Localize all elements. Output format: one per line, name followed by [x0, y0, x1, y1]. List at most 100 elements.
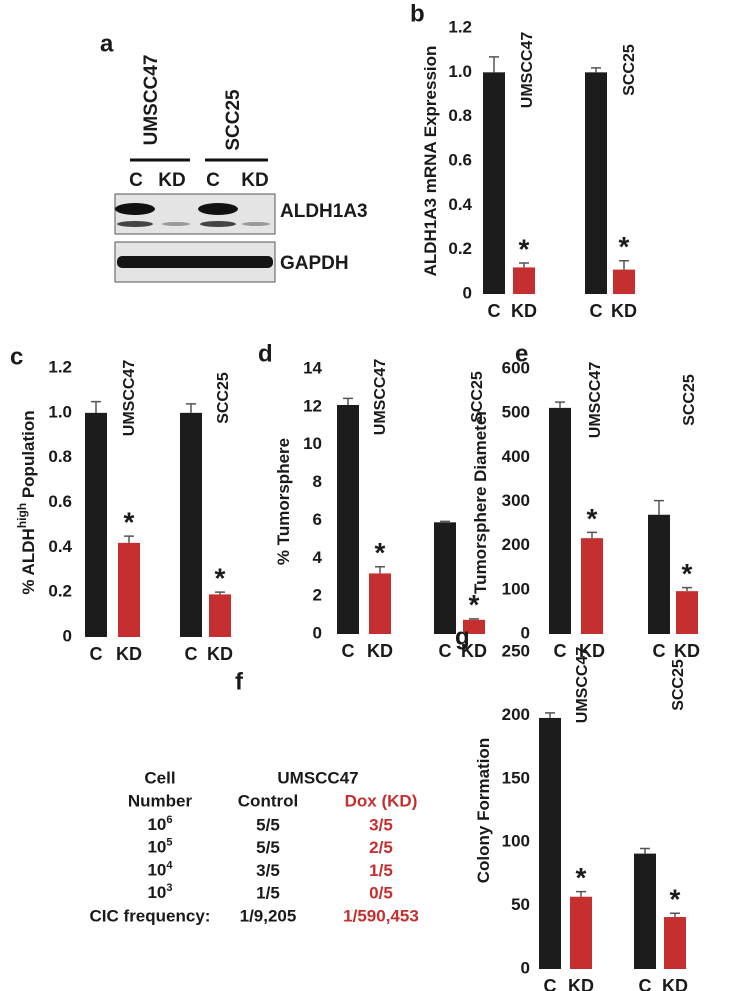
- x-tick-label: KD: [511, 301, 537, 321]
- group-label: SCC25: [223, 89, 244, 151]
- y-tick-label: 400: [502, 447, 530, 466]
- group-label: SCC25: [215, 372, 232, 424]
- group-label: SCC25: [469, 371, 486, 423]
- bar: [369, 573, 391, 634]
- band-label: GAPDH: [280, 253, 349, 274]
- x-tick-label: C: [590, 301, 603, 321]
- control-value: 1/9,205: [240, 906, 297, 925]
- error-bar: [343, 397, 353, 405]
- control-value: 5/5: [256, 815, 280, 834]
- y-tick-label: 6: [313, 510, 322, 529]
- power-base: 10: [147, 884, 166, 903]
- y-tick-label: 150: [502, 768, 530, 787]
- y-axis-label-part: high: [15, 503, 29, 528]
- x-tick-label: KD: [674, 641, 700, 661]
- y-tick-label: 0: [463, 283, 472, 302]
- x-tick-label: C: [639, 976, 652, 991]
- group-label: UMSCC47: [372, 359, 389, 436]
- error-bar: [654, 499, 664, 515]
- band-label: ALDH1A3: [280, 201, 368, 222]
- y-tick-label: 0: [63, 626, 72, 645]
- y-tick-label: 0.2: [48, 582, 72, 601]
- bar: [613, 269, 635, 294]
- power-base: 10: [147, 838, 166, 857]
- x-tick-label: C: [439, 641, 452, 661]
- panel-letter: b: [410, 0, 425, 27]
- band: [162, 222, 190, 226]
- panel-letter: f: [235, 668, 244, 695]
- error-bar: [519, 262, 529, 268]
- group-label: UMSCC47: [574, 647, 591, 724]
- error-bar: [469, 618, 479, 620]
- error-bar: [215, 591, 225, 595]
- y-axis-label: Tumorsphere Diameter: [471, 409, 490, 594]
- y-tick-label: 300: [502, 491, 530, 510]
- bar: [513, 267, 535, 294]
- bar: [676, 591, 698, 634]
- y-tick-label: 14: [303, 358, 322, 377]
- x-tick-label: KD: [461, 641, 487, 661]
- lane-label: C: [129, 170, 143, 191]
- bar: [434, 522, 456, 634]
- error-bar: [587, 531, 597, 539]
- y-tick-label: 4: [313, 548, 323, 567]
- row-label: 103: [147, 882, 172, 903]
- significance-star: *: [469, 589, 480, 620]
- significance-star: *: [519, 233, 530, 264]
- error-bar: [619, 260, 629, 270]
- lane-label: C: [206, 170, 220, 191]
- y-tick-label: 8: [313, 472, 322, 491]
- control-value: 1/5: [256, 884, 280, 903]
- panel-letter: g: [455, 623, 470, 650]
- control-value: 3/5: [256, 861, 280, 880]
- band: [117, 256, 273, 268]
- y-tick-label: 100: [502, 832, 530, 851]
- y-tick-label: 600: [502, 358, 530, 377]
- power-base: 10: [147, 861, 166, 880]
- x-tick-label: KD: [611, 301, 637, 321]
- y-axis-label-part: % Tumorsphere: [274, 438, 293, 565]
- bar: [581, 538, 603, 634]
- y-tick-label: 200: [502, 535, 530, 554]
- band: [198, 203, 238, 215]
- y-tick-label: 100: [502, 579, 530, 598]
- y-tick-label: 0: [521, 623, 530, 642]
- x-tick-label: C: [488, 301, 501, 321]
- x-tick-label: C: [342, 641, 355, 661]
- panel-letter: a: [100, 30, 114, 57]
- power-exponent: 6: [166, 814, 172, 826]
- y-axis-label: % Tumorsphere: [274, 438, 293, 565]
- error-bar: [682, 586, 692, 592]
- error-bar: [375, 566, 385, 574]
- error-bar: [576, 890, 586, 897]
- y-tick-label: 1.0: [48, 402, 72, 421]
- x-tick-label: C: [653, 641, 666, 661]
- lane-label: KD: [158, 170, 185, 191]
- header-number: Number: [128, 791, 193, 810]
- power-exponent: 5: [166, 837, 172, 849]
- y-tick-label: 0.6: [448, 150, 472, 169]
- y-axis-label-part: Population: [19, 410, 38, 503]
- error-bar: [489, 56, 499, 73]
- significance-star: *: [215, 563, 226, 594]
- y-tick-label: 1.2: [48, 357, 72, 376]
- dox-value: 2/5: [369, 838, 393, 857]
- band: [242, 222, 270, 226]
- bar: [337, 404, 359, 634]
- y-axis-label-part: Colony Formation: [474, 738, 493, 883]
- panel-letter: e: [515, 340, 528, 367]
- bar: [180, 412, 202, 637]
- bar: [85, 412, 107, 637]
- band: [115, 203, 155, 215]
- y-axis-label: % ALDHhigh Population: [15, 410, 38, 594]
- header-cell: Cell: [144, 768, 175, 787]
- bar: [209, 594, 231, 637]
- y-tick-label: 12: [303, 396, 322, 415]
- x-tick-label: KD: [367, 641, 393, 661]
- bar: [570, 896, 592, 969]
- x-tick-label: KD: [662, 976, 688, 991]
- header-group: UMSCC47: [277, 768, 358, 787]
- band: [200, 221, 236, 227]
- dox-value: 1/5: [369, 861, 393, 880]
- significance-star: *: [619, 231, 630, 262]
